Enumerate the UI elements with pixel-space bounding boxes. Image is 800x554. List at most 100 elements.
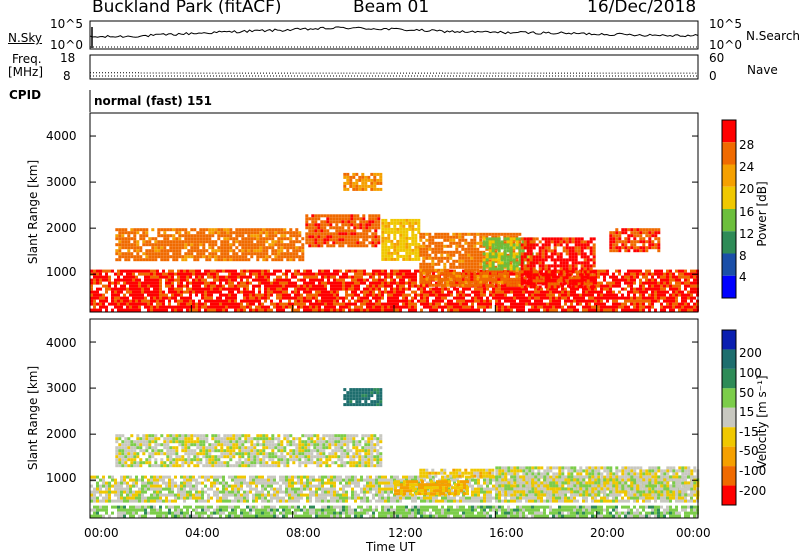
power-cell [428, 274, 432, 278]
power-cell [515, 274, 519, 278]
power-cell [504, 299, 507, 303]
power-cell [171, 275, 174, 279]
velocity-cell [234, 484, 237, 488]
power-cell [338, 220, 342, 224]
power-cell [348, 308, 351, 312]
power-cell [381, 305, 384, 309]
velocity-cell [228, 475, 231, 479]
power-cell [308, 235, 312, 239]
power-cell [482, 264, 486, 268]
power-cell [564, 296, 567, 300]
power-cell [396, 293, 399, 297]
power-cell [261, 293, 264, 297]
power-cell [249, 293, 252, 297]
power-cell [267, 281, 270, 285]
power-cell [495, 302, 498, 306]
power-cell [216, 275, 219, 279]
power-cell [381, 248, 385, 252]
power-cell [564, 290, 567, 294]
power-cell [633, 290, 636, 294]
power-cell [501, 305, 504, 309]
power-cell [414, 257, 418, 261]
power-cell [428, 244, 432, 248]
power-cell [540, 293, 543, 297]
power-cell [336, 272, 339, 276]
velocity-cell [291, 475, 294, 479]
power-cell [180, 269, 183, 273]
power-cell [298, 255, 302, 259]
power-cell [356, 214, 360, 218]
power-cell [523, 285, 527, 289]
power-cell [311, 223, 315, 227]
power-cell [624, 275, 627, 279]
power-cell [252, 287, 255, 291]
power-cell [411, 275, 414, 279]
power-cell [264, 293, 267, 297]
power-cell [258, 290, 261, 294]
power-cell [550, 249, 554, 253]
power-cell [497, 252, 501, 256]
power-cell [558, 290, 561, 294]
power-cell [356, 244, 360, 248]
power-cell [479, 244, 483, 248]
power-cell [597, 308, 600, 312]
power-cell [485, 274, 489, 278]
power-cell [225, 302, 228, 306]
power-cell [222, 293, 225, 297]
power-cell [347, 232, 351, 236]
power-cell [571, 261, 575, 265]
power-cell [553, 249, 557, 253]
power-cell [321, 299, 324, 303]
power-cell [237, 305, 240, 309]
velocity-cell [231, 490, 234, 494]
power-cell [642, 275, 645, 279]
power-cell [464, 253, 468, 257]
velocity-cell [126, 475, 129, 479]
power-cell [160, 234, 164, 238]
power-cell [378, 269, 381, 273]
power-cell [576, 284, 579, 288]
power-cell [186, 272, 189, 276]
power-cell [204, 272, 207, 276]
power-cell [282, 296, 285, 300]
power-cell [361, 181, 365, 185]
power-cell [474, 290, 477, 294]
power-cell [244, 246, 248, 250]
velocity-cell [258, 493, 261, 497]
power-cell [199, 255, 203, 259]
power-cell [426, 302, 429, 306]
power-cell [228, 293, 231, 297]
power-cell [238, 255, 242, 259]
power-cell [411, 299, 414, 303]
power-cell [282, 293, 285, 297]
power-cell [136, 252, 140, 256]
power-cell [532, 264, 536, 268]
power-cell [369, 293, 372, 297]
power-cell [354, 290, 357, 294]
power-cell [618, 234, 622, 238]
power-cell [425, 247, 429, 251]
power-cell [393, 296, 396, 300]
power-cell [262, 246, 266, 250]
power-cell [306, 299, 309, 303]
power-cell [471, 299, 474, 303]
power-cell [585, 299, 588, 303]
power-cell [547, 255, 551, 259]
power-cell [375, 299, 378, 303]
velocity-cell [204, 484, 207, 488]
power-cell [494, 255, 498, 259]
power-cell [249, 302, 252, 306]
power-cell [494, 280, 498, 284]
power-cell [311, 214, 315, 218]
power-cell [121, 237, 125, 241]
power-cell [480, 287, 483, 291]
power-cell [396, 305, 399, 309]
power-cell [480, 269, 483, 273]
power-cell [129, 293, 132, 297]
power-cell [458, 262, 462, 266]
velocity-cell [153, 499, 156, 503]
power-cell [171, 269, 174, 273]
power-cell [378, 278, 381, 282]
power-cell [363, 296, 366, 300]
power-cell [96, 296, 99, 300]
